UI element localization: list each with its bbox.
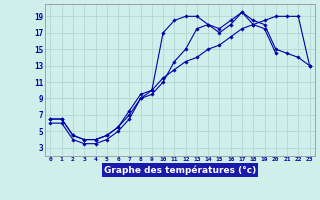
X-axis label: Graphe des températures (°c): Graphe des températures (°c) <box>104 165 256 175</box>
